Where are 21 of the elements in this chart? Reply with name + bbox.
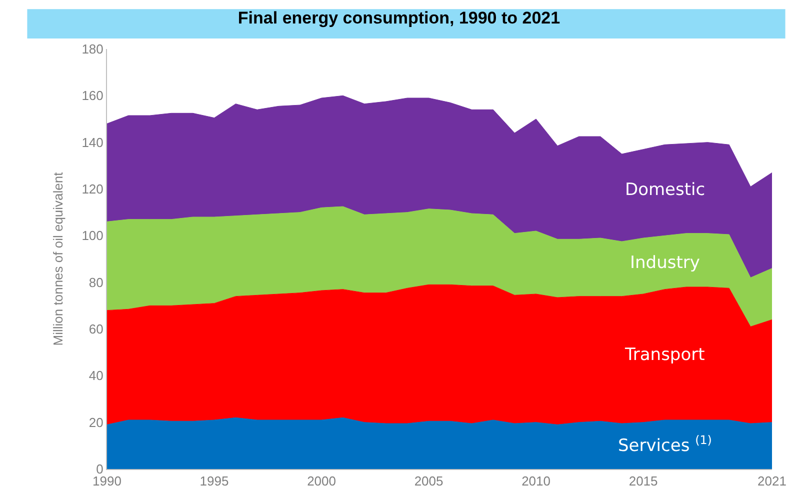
x-tick-label: 2021	[758, 474, 786, 489]
y-tick-label: 40	[88, 368, 104, 384]
y-tick-label: 180	[82, 42, 104, 57]
series-label: Transport	[624, 345, 706, 365]
x-tick-label: 1995	[200, 474, 229, 489]
x-tick-label: 2005	[414, 474, 444, 489]
y-tick-label: 80	[88, 274, 104, 290]
x-tick-label: 2015	[628, 474, 658, 489]
y-axis-title: Million tonnes of oil equivalent	[50, 172, 66, 346]
y-tick-label: 160	[82, 88, 104, 104]
series-label: Services $^{(1)}$	[618, 433, 712, 456]
y-tick-label: 20	[88, 414, 104, 430]
y-tick-label: 60	[88, 322, 104, 337]
x-tick-label: 2010	[522, 474, 550, 489]
y-tick-label: 140	[82, 134, 104, 150]
y-tick-label: 120	[82, 182, 104, 197]
y-tick-label: 100	[82, 228, 104, 244]
chart-title: Final energy consumption, 1990 to 2021	[238, 8, 560, 28]
x-tick-label: 2000	[307, 474, 336, 489]
series-label: Industry	[630, 253, 700, 273]
series-label: Domestic	[625, 180, 706, 200]
